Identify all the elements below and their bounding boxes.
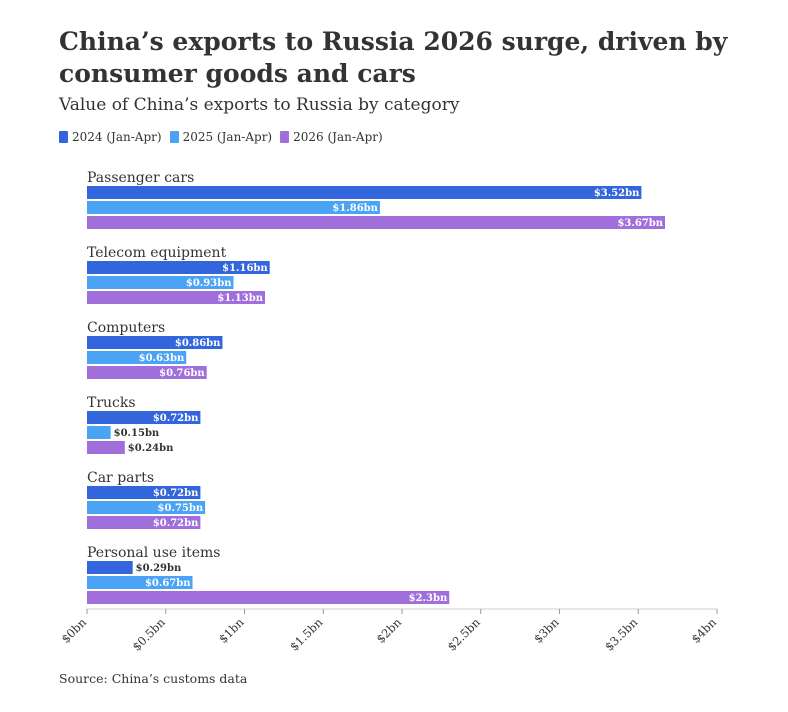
data-label-passenger-cars-2025: $1.86bn bbox=[332, 203, 378, 214]
legend-label-2025: 2025 (Jan-Apr) bbox=[182, 130, 273, 144]
category-label-computers: Computers bbox=[87, 320, 165, 336]
x-tick-label: $1bn bbox=[216, 615, 247, 646]
chart-subtitle: Value of China’s exports to Russia by ca… bbox=[59, 95, 460, 115]
bar-computers-2026[interactable] bbox=[87, 366, 207, 379]
bar-personal-use-items-2024[interactable] bbox=[87, 561, 133, 574]
data-label-trucks-2024: $0.72bn bbox=[153, 413, 199, 424]
bar-car-parts-2024[interactable] bbox=[87, 486, 201, 499]
category-label-telecom-equipment: Telecom equipment bbox=[87, 245, 227, 261]
bar-telecom-equipment-2026[interactable] bbox=[87, 291, 265, 304]
source-note: Source: China’s customs data bbox=[59, 671, 248, 686]
legend-swatch-2026 bbox=[280, 131, 290, 143]
data-label-car-parts-2026: $0.72bn bbox=[153, 518, 199, 529]
data-label-personal-use-items-2026: $2.3bn bbox=[409, 593, 448, 604]
data-label-trucks-2025: $0.15bn bbox=[114, 428, 160, 439]
x-tick-label: $1.5bn bbox=[287, 615, 326, 654]
bar-telecom-equipment-2025[interactable] bbox=[87, 276, 234, 289]
x-tick-label: $2.5bn bbox=[444, 615, 483, 654]
legend-swatch-2024 bbox=[59, 131, 68, 143]
bar-personal-use-items-2025[interactable] bbox=[87, 576, 193, 589]
legend-label-2024: 2024 (Jan-Apr) bbox=[72, 130, 162, 144]
data-label-personal-use-items-2025: $0.67bn bbox=[145, 578, 191, 589]
bar-car-parts-2025[interactable] bbox=[87, 501, 206, 514]
category-label-car-parts: Car parts bbox=[87, 470, 154, 486]
category-label-personal-use-items: Personal use items bbox=[87, 545, 220, 561]
legend: 2024 (Jan-Apr) 2025 (Jan-Apr) 2026 (Jan-… bbox=[59, 130, 385, 144]
bar-telecom-equipment-2024[interactable] bbox=[87, 261, 270, 274]
x-tick-label: $2bn bbox=[373, 615, 404, 646]
bar-passenger-cars-2024[interactable] bbox=[87, 186, 642, 199]
category-label-passenger-cars: Passenger cars bbox=[87, 170, 194, 186]
legend-item-2025[interactable]: 2025 (Jan-Apr) bbox=[169, 130, 273, 144]
x-tick-label: $0bn bbox=[58, 615, 89, 646]
x-tick-label: $0.5bn bbox=[129, 615, 168, 654]
bar-personal-use-items-2026[interactable] bbox=[87, 591, 450, 604]
data-label-computers-2024: $0.86bn bbox=[175, 338, 221, 349]
bar-trucks-2024[interactable] bbox=[87, 411, 201, 424]
data-label-car-parts-2024: $0.72bn bbox=[153, 488, 199, 499]
data-label-car-parts-2025: $0.75bn bbox=[158, 503, 204, 514]
bar-computers-2025[interactable] bbox=[87, 351, 187, 364]
legend-item-2024[interactable]: 2024 (Jan-Apr) bbox=[59, 130, 162, 144]
bar-computers-2024[interactable] bbox=[87, 336, 223, 349]
data-label-passenger-cars-2024: $3.52bn bbox=[594, 188, 640, 199]
data-label-passenger-cars-2026: $3.67bn bbox=[617, 218, 663, 229]
category-label-trucks: Trucks bbox=[87, 395, 136, 411]
data-label-trucks-2026: $0.24bn bbox=[128, 443, 174, 454]
x-tick-label: $3bn bbox=[531, 615, 562, 646]
bar-trucks-2026[interactable] bbox=[87, 441, 125, 454]
x-tick-label: $4bn bbox=[688, 615, 719, 646]
legend-item-2026[interactable]: 2026 (Jan-Apr) bbox=[280, 130, 383, 144]
chart-title: China’s exports to Russia 2026 surge, dr… bbox=[59, 27, 728, 88]
legend-label-2026: 2026 (Jan-Apr) bbox=[293, 130, 383, 144]
bar-passenger-cars-2026[interactable] bbox=[87, 216, 666, 229]
data-label-telecom-equipment-2024: $1.16bn bbox=[222, 263, 268, 274]
data-label-computers-2026: $0.76bn bbox=[159, 368, 205, 379]
bar-trucks-2025[interactable] bbox=[87, 426, 111, 439]
x-tick-label: $3.5bn bbox=[602, 615, 641, 654]
legend-swatch-2025 bbox=[169, 131, 179, 143]
data-label-computers-2025: $0.63bn bbox=[139, 353, 185, 364]
bar-passenger-cars-2025[interactable] bbox=[87, 201, 380, 214]
data-label-telecom-equipment-2026: $1.13bn bbox=[217, 293, 263, 304]
bar-car-parts-2026[interactable] bbox=[87, 516, 201, 529]
data-label-telecom-equipment-2025: $0.93bn bbox=[186, 278, 232, 289]
data-label-personal-use-items-2024: $0.29bn bbox=[136, 563, 182, 574]
